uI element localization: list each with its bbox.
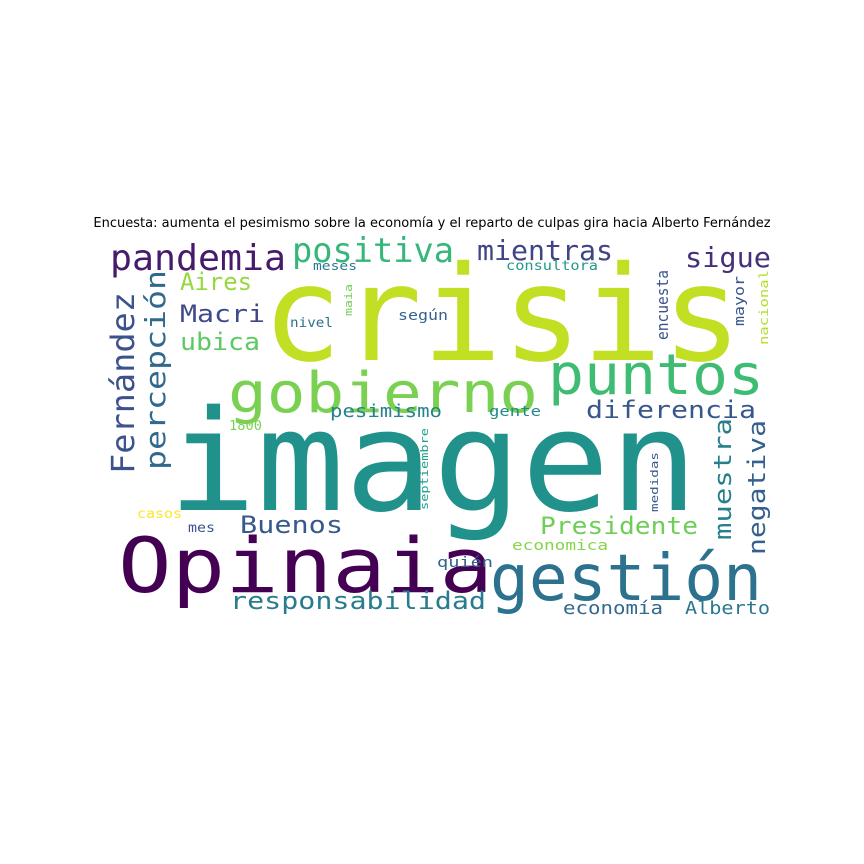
figure-title: Encuesta: aumenta el pesimismo sobre la …	[93, 216, 771, 231]
word-mes: mes	[188, 521, 215, 536]
word-septiembre: septiembre	[418, 428, 431, 510]
word-macri: Macri	[180, 300, 265, 328]
word-pesimismo: pesimismo	[330, 401, 442, 422]
word-nacional: nacional	[757, 270, 771, 345]
word-consultora: consultora	[506, 259, 598, 274]
word-crisis: crisis	[262, 238, 742, 392]
word-sigue: sigue	[685, 241, 771, 274]
word-gente: gente	[489, 404, 541, 420]
word-presidente: Presidente	[540, 512, 698, 540]
word-mayor: mayor	[732, 276, 748, 326]
word-medidas: medidas	[648, 452, 661, 512]
word-buenos: Buenos	[240, 511, 343, 539]
word-economia: economía	[563, 598, 663, 619]
word-maia: maia	[342, 284, 355, 316]
word-positiva: positiva	[292, 231, 454, 271]
word-alberto: Alberto	[685, 598, 770, 619]
word-diferencia: diferencia	[586, 396, 756, 424]
word-muestra: muestra	[709, 418, 737, 540]
word-quien: quién	[437, 555, 493, 571]
word-pandemia: pandemia	[110, 238, 286, 279]
word-ubica: ubica	[180, 328, 260, 356]
word-responsabilidad: responsabilidad	[230, 587, 486, 615]
word-gobierno: gobierno	[228, 361, 538, 426]
word-encuesta: encuesta	[653, 270, 672, 340]
word-negativa: negativa	[743, 420, 771, 555]
word-nivel: nivel	[290, 316, 333, 331]
word-gestion: gestión	[490, 542, 762, 616]
word-meses: meses	[313, 259, 357, 273]
word-imagen: imagen	[168, 381, 698, 544]
word-opinaia: Opinaia	[118, 521, 493, 610]
word-segun: según	[398, 308, 448, 324]
word-puntos: puntos	[548, 343, 764, 408]
word-1800: 1800	[229, 419, 262, 434]
word-mientras: mientras	[477, 234, 613, 267]
word-economica: economica	[512, 538, 608, 554]
word-fernandez: Fernández	[104, 292, 142, 474]
word-percepcion: percepción	[139, 270, 172, 470]
word-aires: Aires	[180, 268, 252, 296]
word-casos: casos	[137, 507, 182, 522]
